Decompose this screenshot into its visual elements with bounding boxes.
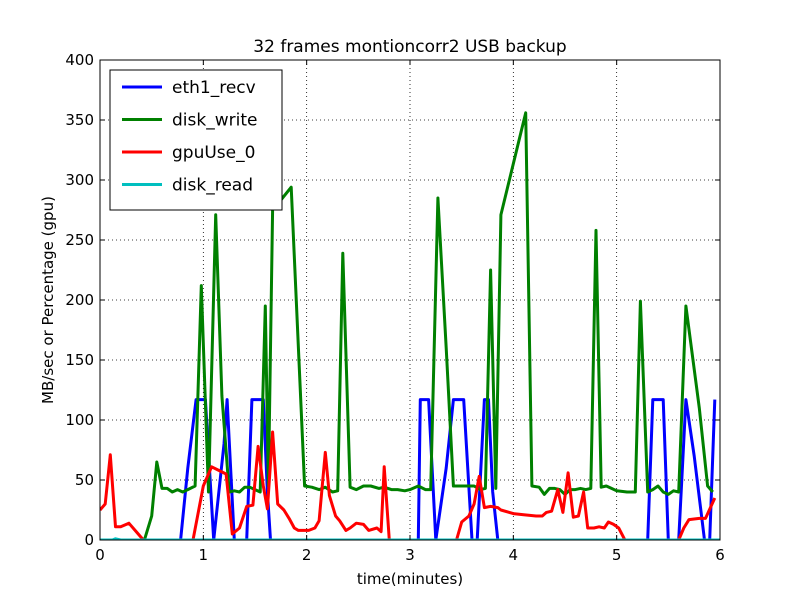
x-tick-label: 2 [302,546,312,564]
x-tick-label: 0 [95,546,105,564]
y-tick-label: 400 [65,51,94,69]
y-tick-label: 300 [65,171,94,189]
chart-title: 32 frames montioncorr2 USB backup [253,37,566,57]
x-axis-label: time(minutes) [357,570,463,588]
x-tick-label: 6 [715,546,725,564]
y-tick-label: 50 [75,471,94,489]
series-line-disk-write [100,111,714,540]
series-line-gpuUse-0 [100,430,717,540]
legend-box [109,69,283,211]
legend-label: disk_read [172,176,253,196]
y-tick-label: 200 [65,291,94,309]
series-line-disk-read [100,537,720,540]
x-tick-label: 4 [509,546,519,564]
legend: eth1_recv disk_write gpuUse_0 disk_read [109,69,283,211]
x-tick-label: 1 [199,546,209,564]
x-tick-label: 5 [612,546,622,564]
legend-label: gpuUse_0 [172,143,255,163]
grid [100,60,720,540]
y-tick-label: 250 [65,231,94,249]
y-axis-label: MB/sec or Percentage (gpu) [39,196,57,404]
x-tick-label: 3 [405,546,415,564]
legend-label: disk_write [172,111,257,131]
series-layer [100,111,720,540]
y-tick-label: 350 [65,111,94,129]
series-line-eth1-recv [100,398,717,540]
legend-label: eth1_recv [172,78,256,98]
y-tick-label: 0 [84,531,94,549]
axis-ticks: 0 1 2 3 4 5 6 0 50 100 150 200 250 300 350 400 [65,51,724,564]
y-tick-label: 150 [65,351,94,369]
y-tick-label: 100 [65,411,94,429]
